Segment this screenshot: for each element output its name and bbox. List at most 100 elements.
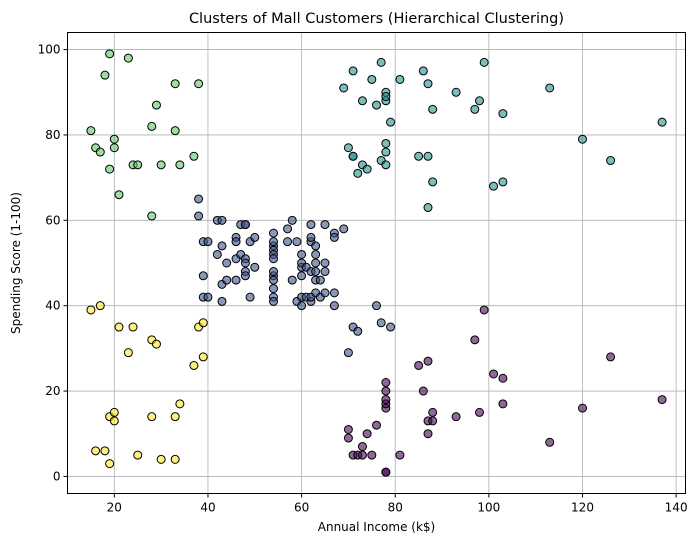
data-point [423, 79, 433, 89]
data-point [657, 395, 667, 405]
data-point [105, 164, 115, 174]
y-tick-label: 20 [45, 384, 60, 398]
data-point [357, 96, 367, 106]
data-point [311, 267, 321, 277]
data-point [423, 151, 433, 161]
data-point [357, 450, 367, 460]
data-point [414, 151, 424, 161]
data-point [109, 416, 119, 426]
grid [67, 32, 686, 494]
data-point [489, 181, 499, 191]
data-point [123, 53, 133, 63]
x-tick-label: 20 [107, 501, 122, 515]
data-point [376, 318, 386, 328]
data-point [395, 450, 405, 460]
data-point [498, 177, 508, 187]
data-point [306, 220, 316, 230]
data-point [311, 241, 321, 251]
data-point [231, 237, 241, 247]
data-point [170, 79, 180, 89]
data-point [367, 74, 377, 84]
y-tick-label: 40 [45, 299, 60, 313]
data-point [381, 138, 391, 148]
data-point [606, 352, 616, 362]
data-point [357, 442, 367, 452]
y-axis-ticks: 0 20 40 60 80 100 [38, 43, 68, 483]
data-point [217, 215, 227, 225]
y-tick-label: 80 [45, 128, 60, 142]
data-point [343, 424, 353, 434]
data-point [269, 267, 278, 277]
data-point [231, 275, 241, 285]
data-point [217, 296, 227, 306]
data-point [418, 386, 428, 396]
data-point [578, 403, 587, 413]
data-point [367, 450, 377, 460]
data-point [109, 407, 119, 417]
data-point [423, 429, 433, 439]
data-point [381, 467, 391, 477]
data-point [329, 301, 339, 311]
data-point [86, 126, 96, 136]
data-point [269, 284, 278, 294]
data-point [372, 420, 381, 430]
data-point [217, 241, 227, 251]
data-point [250, 262, 260, 272]
data-point [428, 177, 438, 187]
data-point [245, 292, 255, 302]
data-point [311, 258, 321, 268]
data-point [287, 215, 297, 225]
data-point [306, 232, 316, 242]
x-tick-label: 100 [477, 501, 500, 515]
data-point [240, 258, 250, 268]
data-point [133, 450, 143, 460]
data-point [240, 271, 250, 281]
data-point [156, 454, 166, 464]
data-point [320, 258, 330, 268]
data-points [86, 49, 667, 477]
data-point [287, 275, 297, 285]
cluster-2-points [194, 194, 396, 358]
data-point [381, 160, 391, 170]
data-point [348, 151, 358, 161]
data-point [147, 211, 157, 221]
data-point [311, 249, 321, 259]
data-point [269, 296, 278, 306]
data-point [428, 104, 438, 114]
cluster-4-points [86, 49, 204, 221]
data-point [175, 399, 185, 409]
data-point [475, 407, 484, 417]
data-point [353, 168, 363, 178]
data-point [339, 224, 349, 234]
y-tick-label: 0 [53, 469, 61, 483]
data-point [498, 373, 508, 383]
y-tick-label: 60 [45, 213, 60, 227]
data-point [109, 134, 119, 144]
data-point [240, 220, 250, 230]
data-point [147, 121, 157, 131]
x-tick-label: 80 [388, 501, 403, 515]
data-point [343, 143, 353, 153]
data-point [198, 271, 208, 281]
data-point [376, 57, 386, 67]
data-point [105, 459, 115, 469]
data-point [372, 100, 381, 110]
data-point [329, 288, 339, 298]
data-point [343, 433, 353, 443]
data-point [498, 109, 508, 119]
x-tick-label: 120 [571, 501, 594, 515]
data-point [381, 395, 391, 405]
data-point [545, 437, 555, 447]
data-point [156, 160, 166, 170]
data-point [283, 224, 293, 234]
data-point [498, 399, 508, 409]
data-point [386, 322, 396, 332]
data-point [479, 57, 489, 67]
plot-frame [67, 32, 686, 494]
data-point [545, 83, 555, 93]
data-point [418, 66, 428, 76]
data-point [194, 79, 204, 89]
data-point [105, 49, 115, 59]
data-point [348, 66, 358, 76]
